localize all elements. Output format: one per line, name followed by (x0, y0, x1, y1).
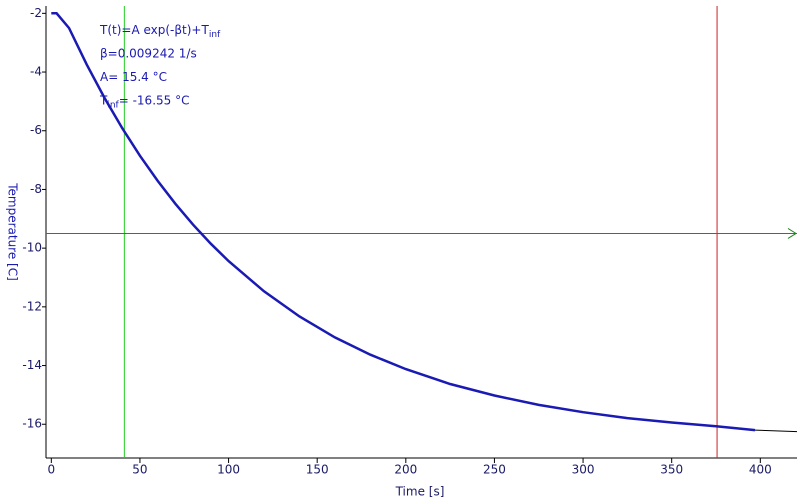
x-tick-label: 50 (132, 463, 147, 477)
y-tick-label: -8 (30, 182, 42, 196)
annotation: T(t)=A exp(-βt)+Tinf (99, 23, 221, 40)
annotation-text: = -16.55 °C (119, 93, 190, 107)
annotation-text: A= 15.4 °C (100, 70, 167, 84)
y-tick-label: -2 (30, 6, 42, 20)
y-tick-label: -14 (22, 358, 42, 372)
data-line (51, 12, 756, 432)
x-tick-label: 300 (572, 463, 595, 477)
x-tick-label: 150 (306, 463, 329, 477)
x-tick-label: 0 (47, 463, 55, 477)
annotation-text: T(t)=A exp(-βt)+T (99, 23, 209, 37)
annotation: A= 15.4 °C (100, 70, 167, 84)
y-tick-label: -12 (22, 299, 42, 313)
x-axis-label: Time [s] (395, 485, 445, 499)
annotation-text: T (99, 93, 108, 107)
annotation-text: β=0.009242 1/s (100, 46, 197, 60)
y-tick-label: -10 (22, 241, 42, 255)
x-tick-label: 100 (217, 463, 240, 477)
y-tick-label: -4 (30, 65, 42, 79)
x-tick-label: 250 (483, 463, 506, 477)
cursor-arrow (787, 228, 797, 239)
x-tick-label: 350 (660, 463, 683, 477)
annotation-subscript: inf (209, 30, 221, 40)
annotation: Tinf= -16.55 °C (99, 93, 189, 110)
annotation-subscript: inf (107, 100, 119, 110)
y-tick-label: -16 (22, 417, 42, 431)
annotation: β=0.009242 1/s (100, 46, 197, 60)
x-tick-label: 400 (749, 463, 772, 477)
x-tick-label: 200 (394, 463, 417, 477)
y-axis-label: Temperature [C] (6, 182, 20, 281)
data-line (754, 429, 798, 433)
y-tick-label: -6 (30, 123, 42, 137)
